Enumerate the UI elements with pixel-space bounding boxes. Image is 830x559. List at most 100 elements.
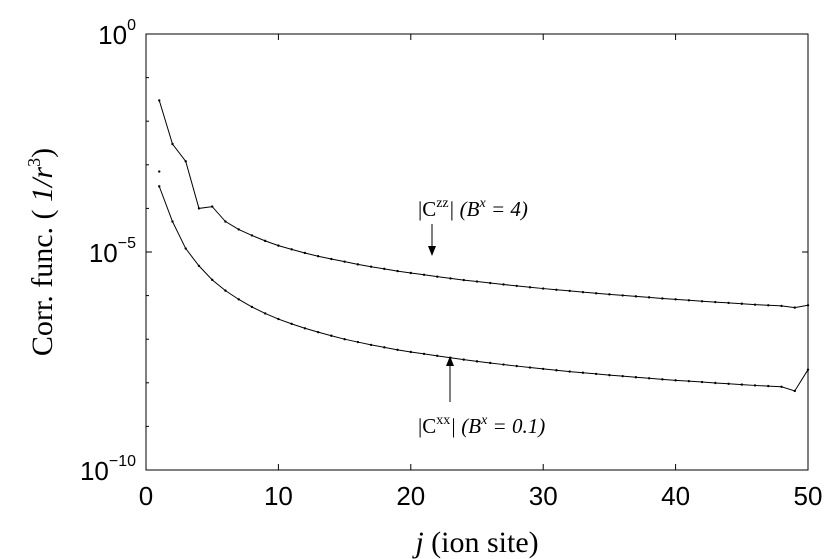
series-point-0 (303, 251, 307, 255)
annotation-cxx: |Cxx| (Bx = 0.1) (418, 356, 545, 438)
y-axis-label: Corr. func. ( 1/r3) (24, 148, 59, 356)
series-point-1 (343, 338, 346, 341)
series-point-0 (211, 205, 214, 208)
series-point-0 (528, 286, 532, 289)
series-point-0 (687, 299, 691, 302)
annotation-cxx-post: = 0.1) (487, 414, 545, 438)
annotation-cxx-sup: xx (436, 413, 450, 428)
series-point-1 (727, 382, 730, 385)
series-point-0 (740, 302, 743, 305)
series-point-0 (277, 244, 280, 247)
y-tick-label: 100 (98, 17, 136, 50)
arrow-czz-head (428, 246, 436, 256)
series-point-1 (158, 185, 161, 188)
x-tick-label: 20 (396, 481, 425, 511)
series-point-1 (687, 379, 691, 383)
series-point-0 (330, 257, 333, 261)
series-point-0 (171, 142, 174, 146)
series-points (158, 99, 810, 393)
series-point-1 (674, 379, 677, 382)
annotation-cxx-sup2: x (480, 413, 488, 428)
arrow-cxx-head (446, 356, 454, 366)
series-point-1 (806, 368, 810, 371)
svg-text:|Czz| (Bx = 4): |Czz| (Bx = 4) (418, 196, 528, 221)
series-point-1 (277, 317, 280, 321)
series-point-0 (224, 220, 227, 223)
x-tick-label: 30 (529, 481, 558, 511)
y-tick-label: 10−5 (89, 235, 136, 268)
series-point-0 (237, 228, 240, 231)
annotation-czz: |Czz| (Bx = 4) (418, 196, 528, 256)
series-point-0 (793, 306, 796, 309)
series-point-1 (462, 358, 465, 361)
series-point-0 (489, 281, 492, 285)
annotation-cxx-mid: | (B (450, 414, 481, 438)
x-tick-label: 40 (661, 481, 690, 511)
series-point-0 (475, 280, 479, 283)
series-point-0 (343, 260, 346, 263)
series-point-0 (263, 239, 267, 243)
series-point-1 (237, 298, 240, 301)
series-point-0 (542, 287, 545, 290)
series-point-1 (303, 327, 307, 330)
annotation-cxx-pre: |C (418, 414, 436, 438)
series-point-1 (528, 366, 532, 369)
series-point-1 (475, 360, 479, 363)
series-point-0 (250, 234, 254, 237)
series-point-1 (714, 381, 717, 385)
x-axis-label: j (ion site) (411, 526, 538, 559)
series-point-0 (422, 273, 426, 276)
series-point-1 (634, 376, 638, 379)
series-point-1 (753, 384, 757, 387)
series-point-1 (356, 340, 360, 344)
series-point-1 (330, 334, 333, 337)
annotation-czz-sup2: x (479, 196, 487, 211)
series-point-1 (780, 385, 783, 388)
y-tick-label: 10−10 (80, 453, 136, 486)
series-point-0 (608, 293, 611, 296)
series-point-0 (316, 255, 320, 258)
series-point-0 (436, 275, 439, 278)
series-point-0 (462, 278, 465, 282)
y-axis-ticks: 100 10−5 10−10 (80, 17, 808, 486)
annotation-czz-mid: | (B (449, 197, 480, 221)
series-point-0 (753, 303, 757, 306)
series-point-0 (158, 99, 161, 102)
series-point-0 (634, 295, 638, 298)
series-point-extra (158, 170, 161, 173)
series-point-1 (224, 289, 227, 292)
series-point-1 (647, 377, 651, 380)
series-point-1 (489, 361, 492, 365)
series-point-0 (555, 288, 558, 291)
series-point-1 (369, 343, 373, 347)
series-point-0 (621, 294, 624, 297)
series-line-1 (158, 186, 809, 392)
series-point-0 (396, 269, 399, 273)
series-point-0 (647, 296, 651, 299)
series-lines (158, 100, 809, 392)
series-point-0 (714, 300, 717, 304)
series-point-0 (594, 292, 598, 295)
series-point-0 (449, 277, 452, 280)
series-point-1 (568, 370, 571, 373)
series-point-1 (740, 383, 743, 386)
series-point-1 (422, 352, 426, 356)
annotation-czz-pre: |C (418, 197, 436, 221)
series-point-1 (542, 367, 545, 371)
annotation-czz-post: = 4) (486, 197, 528, 221)
series-point-1 (290, 322, 293, 326)
series-point-1 (211, 278, 214, 282)
series-point-0 (700, 300, 704, 303)
series-point-1 (608, 373, 611, 377)
series-line-0 (158, 100, 809, 309)
series-point-1 (316, 330, 320, 334)
series-point-0 (780, 304, 783, 308)
series-point-0 (184, 160, 187, 163)
annotation-czz-sup: zz (436, 196, 448, 211)
series-point-1 (700, 380, 704, 384)
x-tick-label: 10 (264, 481, 293, 511)
series-point-0 (727, 301, 730, 305)
series-point-0 (290, 248, 293, 251)
series-point-1 (184, 247, 187, 250)
